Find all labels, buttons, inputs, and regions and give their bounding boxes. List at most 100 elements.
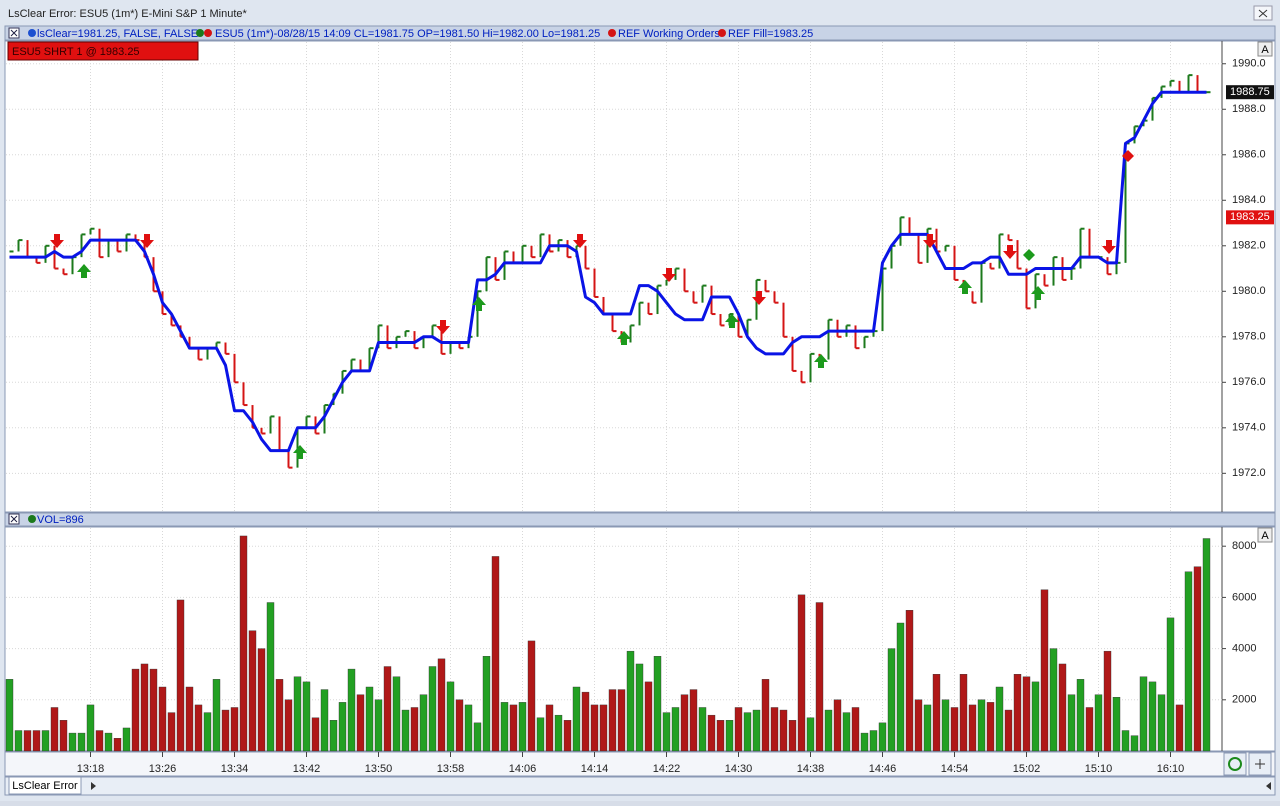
volume-bar [635, 663, 644, 752]
order-label-box [7, 41, 199, 61]
zoom-icon [1255, 759, 1265, 769]
volume-bar [527, 640, 536, 752]
volume-bar [320, 689, 329, 752]
volume-bar [698, 707, 707, 752]
panel-button[interactable] [1257, 41, 1273, 57]
volume-bar [122, 727, 131, 752]
x-tick-label: 14:54 [941, 763, 969, 775]
panel-close-icon [10, 29, 18, 37]
fill-diamond [1122, 150, 1134, 162]
y-tick-label: 1986.0 [1232, 149, 1266, 161]
price-flag-box [1226, 85, 1274, 100]
price-flag: 1983.25 [1230, 211, 1270, 223]
volume-bar [347, 668, 356, 752]
x-tick-label: 16:10 [1157, 763, 1185, 775]
sell-arrow [1003, 245, 1017, 259]
sell-arrow [50, 234, 64, 248]
volume-bar [428, 666, 437, 752]
y-tick-label: 1976.0 [1232, 376, 1266, 388]
volume-bar [968, 704, 977, 752]
volume-bar [167, 712, 176, 752]
volume-bar [1031, 681, 1040, 752]
volume-bar [725, 720, 734, 752]
scroll-arrow[interactable] [91, 782, 96, 790]
volume-bar [815, 602, 824, 752]
y-tick-label: 1980.0 [1232, 285, 1266, 297]
refresh-button[interactable] [1223, 752, 1247, 776]
y-tick-label: 1972.0 [1232, 467, 1266, 479]
close-icon [1258, 9, 1268, 18]
volume-bar [23, 730, 32, 752]
volume-bar [914, 699, 923, 752]
volume-bar [275, 679, 284, 752]
volume-bar [941, 699, 950, 752]
buy-arrow [1031, 286, 1045, 300]
volume-bar [833, 699, 842, 752]
volume-bar [221, 709, 230, 752]
volume-bar [473, 722, 482, 752]
volume-bar [842, 712, 851, 752]
scroll-arrow[interactable] [1266, 782, 1271, 790]
volume-bar [32, 730, 41, 752]
volume-bar [158, 686, 167, 752]
volume-bar [761, 679, 770, 752]
buy-arrow [958, 280, 972, 294]
volume-bar [491, 556, 500, 752]
x-tick-label: 14:06 [509, 763, 537, 775]
volume-bar [284, 699, 293, 752]
panel-button-label: A [1261, 44, 1269, 56]
volume-bar [986, 702, 995, 752]
x-tick-label: 13:58 [437, 763, 465, 775]
volume-bar [266, 602, 275, 752]
volume-bar [608, 689, 617, 752]
volume-bar [176, 599, 185, 752]
volume-header-text: VOL=896 [37, 514, 84, 526]
volume-bar [1058, 663, 1067, 752]
refresh-icon [1228, 757, 1242, 771]
volume-bar [1184, 571, 1193, 752]
average-line [9, 90, 1207, 453]
volume-bar [356, 694, 365, 752]
volume-bar [707, 714, 716, 752]
volume-bar [401, 709, 410, 752]
x-tick-label: 13:42 [293, 763, 321, 775]
info-bar [4, 25, 1276, 41]
plot-layer: 1972.0 1974.0 1976.0 1978.0 1980.0 1982.0 1984… [5, 42, 1274, 757]
volume-bar [437, 658, 446, 752]
volume-bar [1076, 679, 1085, 752]
volume-bar [1121, 730, 1130, 752]
time-axis [4, 751, 1276, 777]
volume-bar [482, 656, 491, 752]
volume-bar [50, 707, 59, 752]
legend-dot [28, 29, 36, 37]
volume-bar [59, 720, 68, 752]
volume-bar [590, 704, 599, 752]
volume-bar [905, 610, 914, 752]
volume-bar [689, 689, 698, 752]
tab[interactable] [8, 776, 82, 795]
volume-bar [563, 720, 572, 752]
volume-bar [1175, 704, 1184, 752]
volume-bar [446, 681, 455, 752]
volume-bar [131, 668, 140, 752]
volume-bar [653, 656, 662, 752]
volume-bar [1202, 538, 1211, 752]
volume-bar [239, 535, 248, 752]
volume-bar [734, 707, 743, 752]
price-flag: 1988.75 [1230, 86, 1270, 98]
sell-arrow [1102, 240, 1116, 254]
legend-dot [204, 29, 212, 37]
volume-bar [185, 686, 194, 752]
volume-bar [896, 622, 905, 752]
volume-bar [95, 730, 104, 752]
sell-arrow [140, 234, 154, 248]
info-text: ESU5 (1m*)-08/28/15 14:09 CL=1981.75 OP=… [215, 28, 600, 40]
x-tick-label: 14:30 [725, 763, 753, 775]
volume-bar [41, 730, 50, 752]
volume-bar [1085, 707, 1094, 752]
volume-bar [419, 694, 428, 752]
volume-bar [536, 717, 545, 752]
window-title: LsClear Error: ESU5 (1m*) E-Mini S&P 1 M… [8, 8, 248, 20]
panel-button[interactable] [1257, 527, 1273, 543]
legend-dot [28, 515, 36, 523]
